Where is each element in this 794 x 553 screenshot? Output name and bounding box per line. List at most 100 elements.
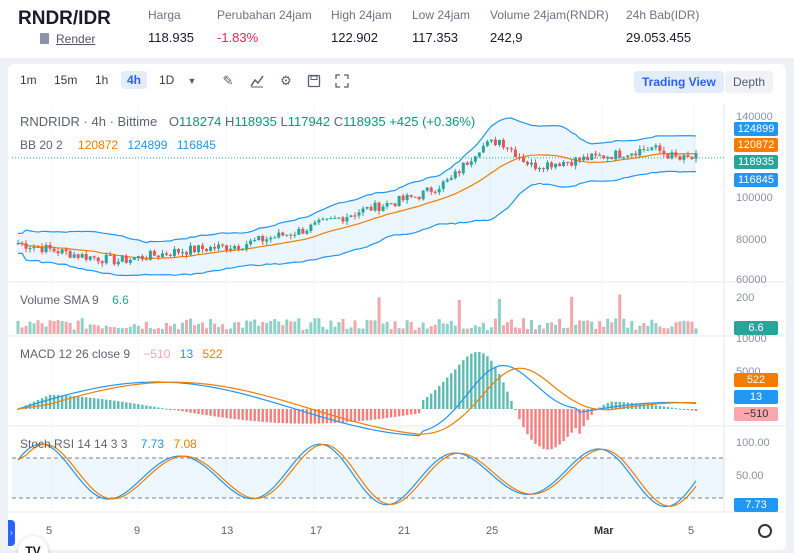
candle-body [321,219,325,221]
macd-histogram-bar [293,409,297,424]
macd-histogram-bar [642,404,646,409]
trading-view-tab[interactable]: Trading View [634,71,724,93]
draw-pencil-icon[interactable]: ✎ [222,73,234,88]
candle-body [313,222,317,225]
candle-body [546,162,550,170]
macd-histogram-bar [670,407,674,409]
stat-low: Low 24jam 117.353 [412,8,470,45]
volume-bar [542,328,546,334]
save-disk-icon[interactable] [307,74,321,88]
volume-bar [477,326,481,334]
price-chart[interactable] [8,64,786,550]
macd-histogram-bar [297,409,301,424]
volume-bar [678,321,682,334]
candle-body [56,251,60,254]
candle-body [333,217,337,219]
macd-histogram-bar [321,409,325,424]
macd-histogram-bar [165,408,168,410]
macd-histogram-bar [610,401,613,409]
volume-bar [160,328,164,334]
candle-body [646,149,650,151]
indicator-chart-icon[interactable] [250,74,264,88]
candle-body [180,252,184,254]
candle-body [397,195,401,206]
interval-1d[interactable]: 1D [159,73,175,87]
candle-body [365,206,369,209]
macd-histogram-bar [578,409,581,434]
macd-histogram-bar [213,409,216,417]
volume-bar [694,328,698,334]
volume-bar [144,321,148,334]
macd-histogram-bar [193,409,196,414]
candle-body [449,178,453,180]
stat-label: Volume 24jam(RNDR) [490,8,609,22]
date-label: 5 [46,525,53,537]
volume-bar [682,320,686,334]
candle-body [610,156,614,160]
volume-bar [140,328,144,334]
macd-histogram-bar [161,408,164,410]
macd-histogram-bar [121,401,124,409]
candle-body [144,259,148,261]
price-axis-label: 60000 [736,274,767,286]
tradingview-logo[interactable]: TV [18,536,48,553]
chart-settings-icon[interactable] [758,524,772,538]
macd-histogram-bar [562,409,565,442]
candle-body [670,152,674,159]
candle-body [606,156,610,159]
candle-body [189,245,193,255]
volume-bar [534,329,538,334]
volume-bar [116,328,120,334]
depth-tab[interactable]: Depth [725,71,774,93]
candle-body [108,254,112,256]
volume-bar [156,328,160,334]
macd-histogram-bar [337,409,341,423]
candle-body [674,152,678,157]
volume-bar [574,325,578,334]
candle-body [530,162,534,165]
candle-body [622,157,626,159]
volume-bar [68,322,72,334]
macd-histogram-bar [426,396,429,409]
stat-value: 242,9 [490,30,523,45]
volume-bar [622,318,626,334]
volume-bar [152,329,156,334]
candle-body [405,194,409,201]
interval-15m[interactable]: 15m [54,73,78,87]
stat-label: High 24jam [331,8,392,22]
macd-histogram-bar [229,409,232,419]
expand-panel-handle[interactable]: › [8,520,15,546]
volume-bar [349,327,353,334]
candle-body [261,236,265,242]
macd-histogram-bar [201,409,204,415]
fullscreen-icon[interactable] [335,74,349,88]
settings-gear-icon[interactable]: ⚙ [280,73,292,88]
volume-bar [437,319,441,334]
macd-histogram-bar [413,409,417,414]
candle-body [574,157,578,166]
volume-bar [517,328,521,334]
candle-body [429,187,433,192]
candle-body [128,259,132,263]
candle-body [32,246,36,249]
volume-bar [136,325,140,334]
candle-body [168,254,172,256]
dropdown-caret-icon[interactable]: ▼ [187,76,197,86]
macd-histogram-bar [417,409,421,414]
stat-price: Harga 118.935 [148,8,194,45]
volume-bar [686,321,690,334]
last-price-tag: 118935 [734,155,778,169]
candle-body [602,155,606,159]
macd-line [17,364,697,437]
volume-bar [88,324,92,334]
candle-body [68,251,72,258]
volume-bar [413,329,417,334]
interval-4h[interactable]: 4h [121,71,148,89]
macd-histogram-bar [570,409,573,433]
interval-1m[interactable]: 1m [20,73,37,87]
interval-1h[interactable]: 1h [95,73,109,87]
volume-axis-label: 200 [736,292,755,304]
candle-body [172,249,176,256]
coin-info-link[interactable]: Render [56,32,96,46]
volume-bar [361,328,365,334]
